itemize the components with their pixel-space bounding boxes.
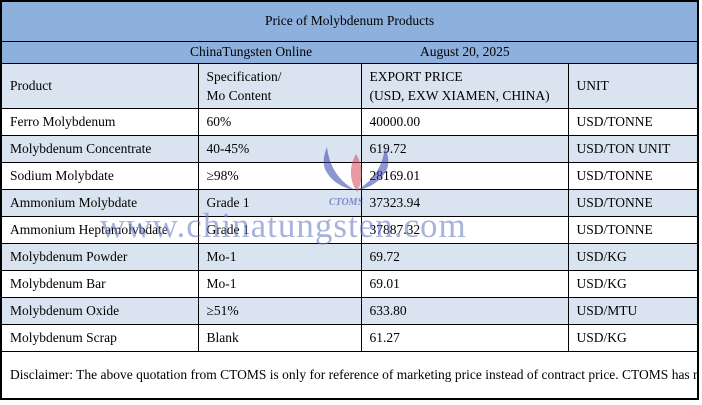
column-header-specification: Specification/ Mo Content [197,62,362,109]
date-label: August 20, 2025 [420,44,510,59]
unit-cell: USD/TONNE [567,107,699,136]
unit-cell: USD/MTU [567,296,699,325]
disclaimer-row: Disclaimer: The above quotation from CTO… [0,350,699,400]
product-cell: Ammonium Heptamolvbdate [0,215,199,244]
subtitle-cell: ChinaTungsten Online August 20, 2025 [0,40,699,64]
spec-cell: Grade 1 [197,215,362,244]
price-cell: 619.72 [360,134,569,163]
subtitle-row: ChinaTungsten Online August 20, 2025 [0,40,699,64]
product-cell: Ammonium Molybdate [0,188,199,217]
disclaimer-text: Disclaimer: The above quotation from CTO… [0,350,699,400]
spec-cell: ≥98% [197,161,362,190]
spec-cell: 60% [197,107,362,136]
unit-cell: USD/KG [567,323,699,352]
product-cell: Sodium Molybdate [0,161,199,190]
price-cell: 69.01 [360,269,569,298]
table-row-ammonium-molybdate: Ammonium Molybdate Grade 1 37323.94 USD/… [0,188,699,217]
column-header-specification-line1: Specification/ [206,68,282,84]
table-row-molybdenum-bar: Molybdenum Bar Mo-1 69.01 USD/KG [0,269,699,298]
table-row-molybdenum-concentrate: Molybdenum Concentrate 40-45% 619.72 USD… [0,134,699,163]
table-row-molybdenum-powder: Molybdenum Powder Mo-1 69.72 USD/KG [0,242,699,271]
unit-cell: USD/TONNE [567,188,699,217]
column-header-product: Product [0,62,199,109]
spec-cell: 40-45% [197,134,362,163]
product-cell: Ferro Molybdenum [0,107,199,136]
spec-cell: Mo-1 [197,269,362,298]
spec-cell: Mo-1 [197,242,362,271]
price-cell: 28169.01 [360,161,569,190]
page-title: Price of Molybdenum Products [0,0,699,42]
price-cell: 37323.94 [360,188,569,217]
product-cell: Molybdenum Powder [0,242,199,271]
column-header-specification-line2: Mo Content [206,87,272,103]
unit-cell: USD/TON UNIT [567,134,699,163]
spec-cell: Grade 1 [197,188,362,217]
table-row-molybdenum-oxide: Molybdenum Oxide ≥51% 633.80 USD/MTU [0,296,699,325]
price-cell: 61.27 [360,323,569,352]
unit-cell: USD/KG [567,269,699,298]
table-row-ammonium-heptamolybdate: Ammonium Heptamolvbdate Grade 1 37887.32… [0,215,699,244]
product-cell: Molybdenum Scrap [0,323,199,352]
column-header-unit: UNIT [567,62,699,109]
product-cell: Molybdenum Bar [0,269,199,298]
source-label: ChinaTungsten Online [190,44,313,59]
spec-cell: Blank [197,323,362,352]
column-header-export-price-line2: (USD, EXW XIAMEN, CHINA) [369,87,550,103]
price-cell: 40000.00 [360,107,569,136]
price-cell: 69.72 [360,242,569,271]
unit-cell: USD/TONNE [567,161,699,190]
table-row-sodium-molybdate: Sodium Molybdate ≥98% 28169.01 USD/TONNE [0,161,699,190]
price-cell: 37887.32 [360,215,569,244]
unit-cell: USD/TONNE [567,215,699,244]
column-header-export-price-line1: EXPORT PRICE [369,68,463,84]
spec-cell: ≥51% [197,296,362,325]
product-cell: Molybdenum Oxide [0,296,199,325]
table-row-molybdenum-scrap: Molybdenum Scrap Blank 61.27 USD/KG [0,323,699,352]
unit-cell: USD/KG [567,242,699,271]
table-row-ferro-molybdenum: Ferro Molybdenum 60% 40000.00 USD/TONNE [0,107,699,136]
product-cell: Molybdenum Concentrate [0,134,199,163]
column-header-row: Product Specification/ Mo Content EXPORT… [0,62,699,109]
title-row: Price of Molybdenum Products [0,0,699,42]
column-header-export-price: EXPORT PRICE (USD, EXW XIAMEN, CHINA) [360,62,569,109]
price-cell: 633.80 [360,296,569,325]
